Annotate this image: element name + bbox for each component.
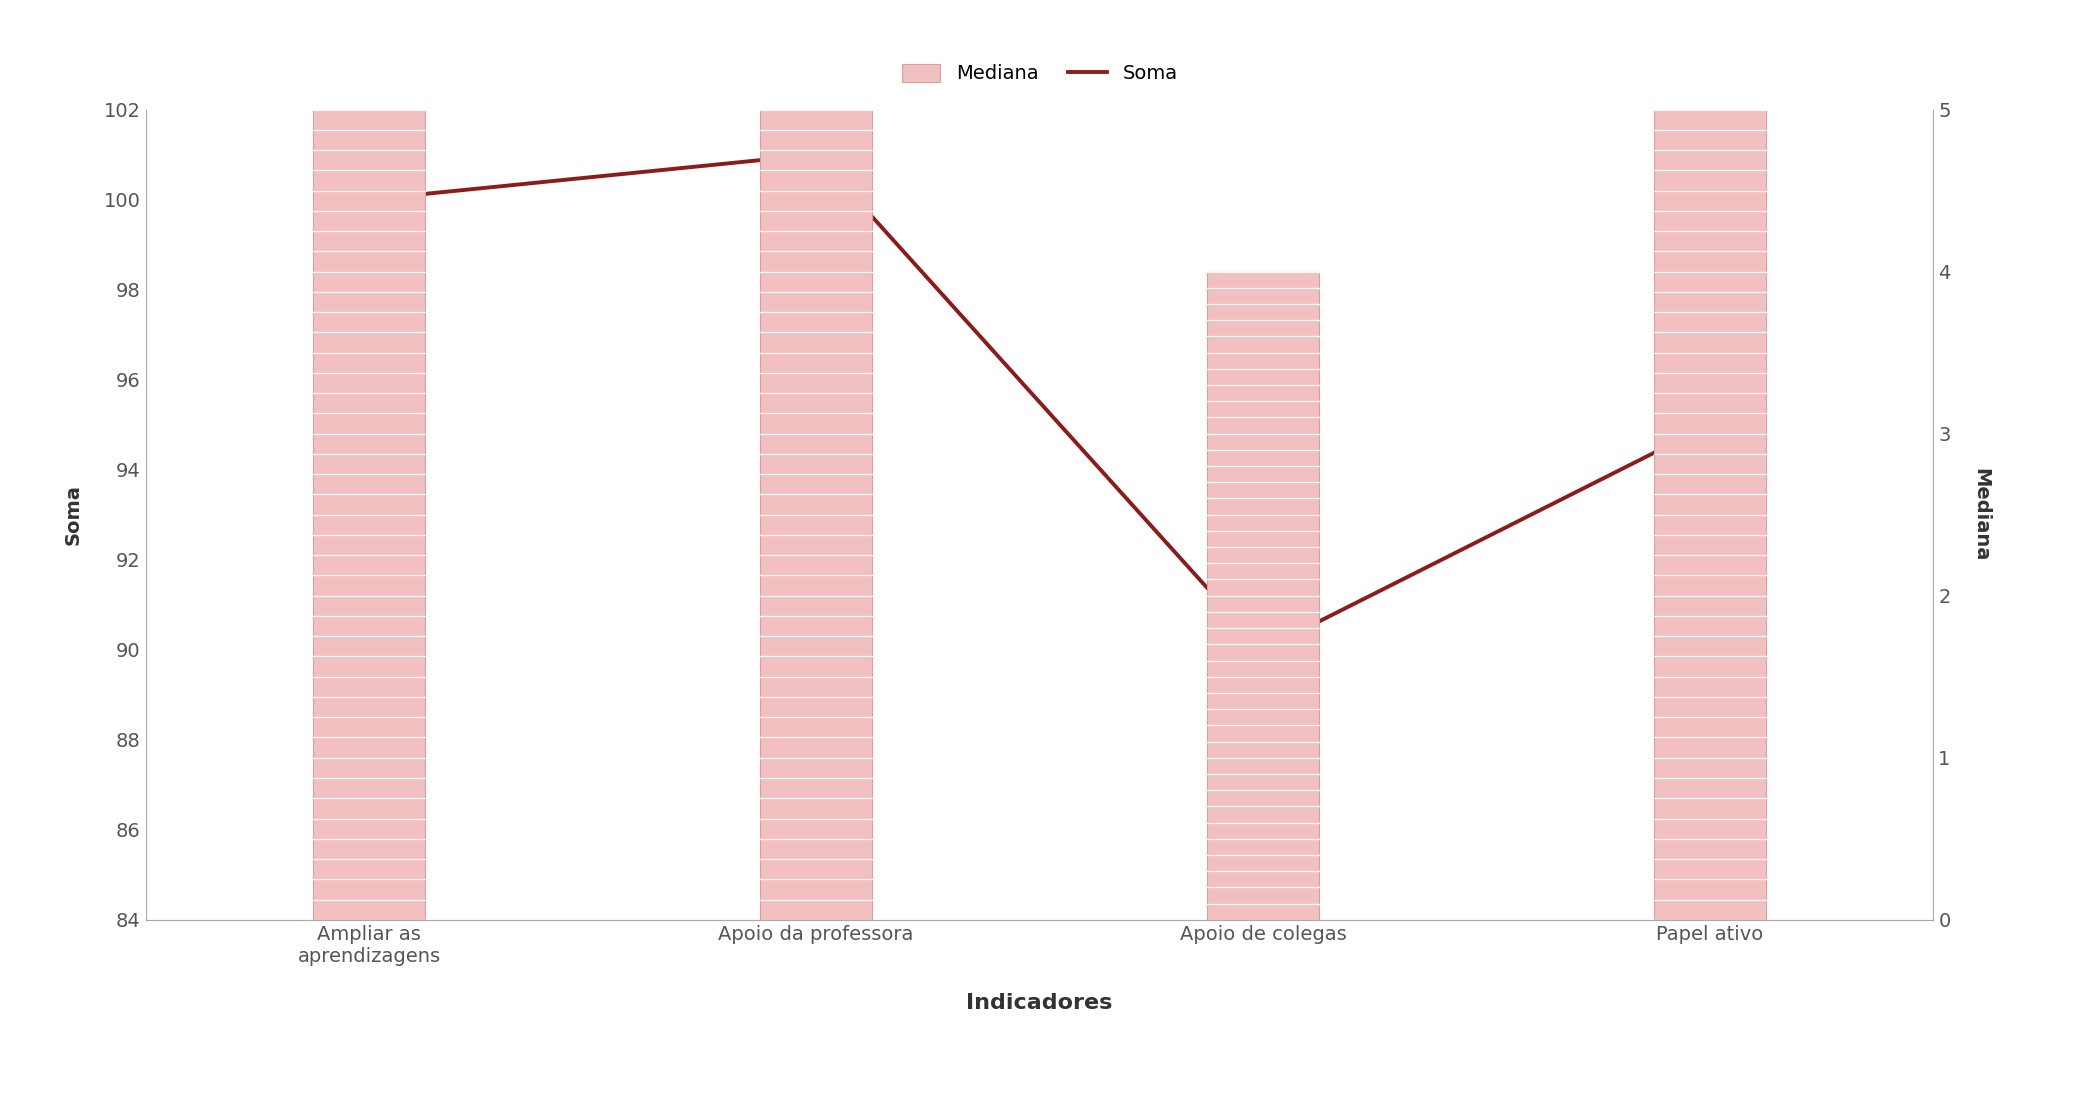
Text: 90: 90 <box>1252 665 1274 684</box>
Y-axis label: Soma: Soma <box>64 484 83 545</box>
Text: 101: 101 <box>823 128 861 148</box>
Bar <box>1655 110 1765 920</box>
X-axis label: Indicadores: Indicadores <box>967 993 1112 1014</box>
Y-axis label: Mediana: Mediana <box>1971 468 1992 562</box>
Text: 95: 95 <box>1721 415 1746 434</box>
Bar <box>314 110 424 920</box>
Legend: Mediana, Soma: Mediana, Soma <box>892 55 1187 93</box>
Text: 100: 100 <box>320 191 358 209</box>
Bar <box>761 110 871 920</box>
Bar <box>1208 272 1318 920</box>
